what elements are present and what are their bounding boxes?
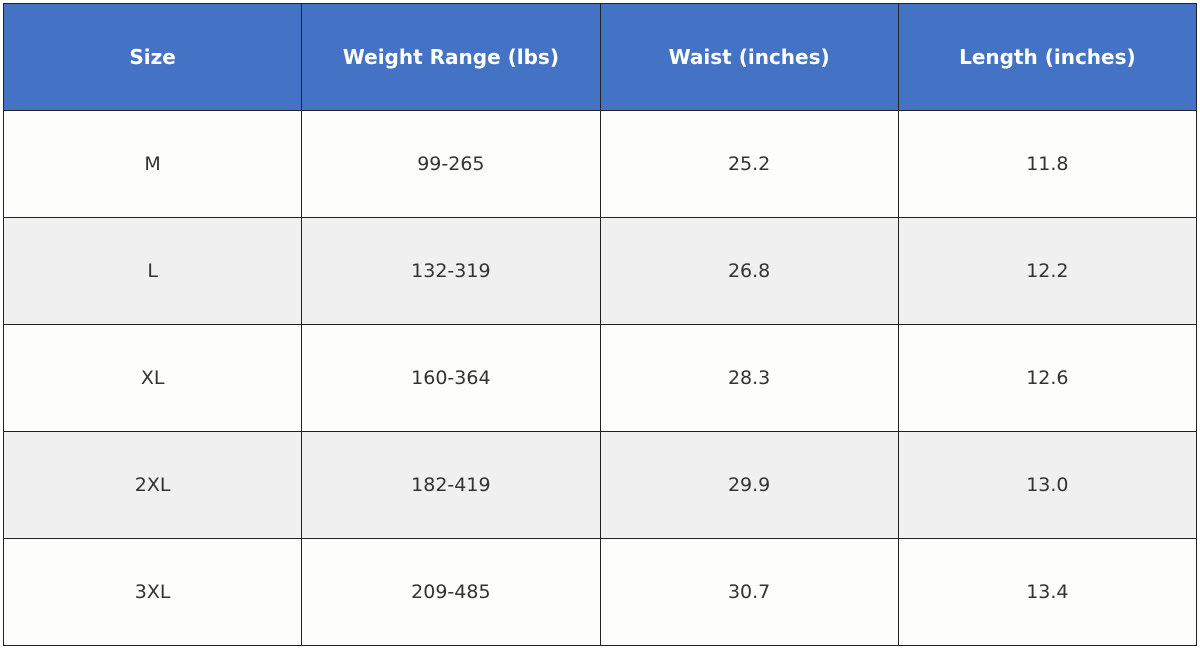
table-cell: 25.2 — [599, 110, 899, 218]
header-row: Size Weight Range (lbs) Waist (inches) Leng… — [2, 3, 1198, 111]
table-row: M 99-265 25.2 11.8 — [2, 110, 1198, 218]
table-cell: 11.8 — [897, 110, 1198, 218]
header-cell: Length (inches) — [897, 3, 1198, 111]
header-cell: Size — [2, 3, 303, 111]
table-row: 3XL 209-485 30.7 13.4 — [2, 538, 1198, 646]
table-cell: L — [2, 217, 303, 325]
header-cell: Waist (inches) — [599, 3, 899, 111]
table-cell: 28.3 — [599, 324, 899, 432]
size-table: Size Weight Range (lbs) Waist (inches) Leng… — [2, 3, 1198, 646]
table-cell: 30.7 — [599, 538, 899, 646]
table-cell: XL — [2, 324, 303, 432]
table-cell: 13.4 — [897, 538, 1198, 646]
table-cell: M — [2, 110, 303, 218]
table-cell: 132-319 — [301, 217, 601, 325]
table-body: M 99-265 25.2 11.8 L 132-319 26.8 12.2 XL 160-364… — [2, 110, 1198, 646]
table-cell: 182-419 — [301, 431, 601, 539]
table-cell: 26.8 — [599, 217, 899, 325]
header-cell: Weight Range (lbs) — [301, 3, 601, 111]
table-cell: 29.9 — [599, 431, 899, 539]
table-cell: 2XL — [2, 431, 303, 539]
table-cell: 13.0 — [897, 431, 1198, 539]
table-cell: 160-364 — [301, 324, 601, 432]
table-cell: 209-485 — [301, 538, 601, 646]
table-cell: 12.2 — [897, 217, 1198, 325]
table-cell: 12.6 — [897, 324, 1198, 432]
table-cell: 99-265 — [301, 110, 601, 218]
table-cell: 3XL — [2, 538, 303, 646]
table-header: Size Weight Range (lbs) Waist (inches) Leng… — [2, 3, 1198, 111]
table-row: L 132-319 26.8 12.2 — [2, 217, 1198, 325]
table-row: XL 160-364 28.3 12.6 — [2, 324, 1198, 432]
table-row: 2XL 182-419 29.9 13.0 — [2, 431, 1198, 539]
